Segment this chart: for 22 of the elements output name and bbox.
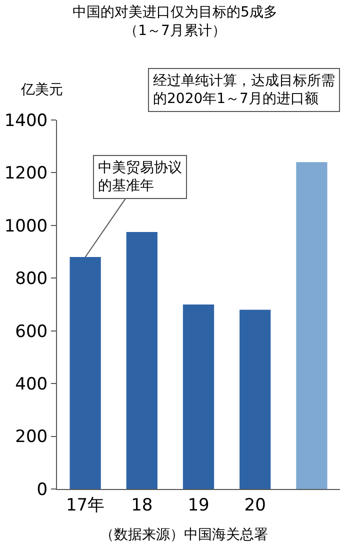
bar (240, 310, 271, 489)
chart-title: 中国的对美进口仅为目标的5成多（1～7月累计） (72, 4, 278, 39)
y-axis-title: 亿美元 (20, 82, 63, 98)
bar (126, 232, 158, 489)
bar (296, 162, 328, 489)
text: （数据来源）中国海关总署 (100, 527, 268, 543)
bar (70, 257, 101, 489)
bar (182, 304, 214, 489)
y-tick-label: 200 (15, 427, 48, 448)
x-tick-label: 19 (188, 495, 210, 516)
y-tick-label: 800 (15, 269, 48, 290)
y-tick-label: 1400 (4, 110, 48, 131)
y-tick-label: 1000 (4, 216, 48, 236)
y-tick-label: 0 (36, 480, 48, 500)
annotation: 中美贸易协议的基准年 (98, 160, 182, 194)
y-tick-label: 600 (15, 322, 48, 342)
y-tick-label: 1200 (4, 164, 48, 184)
y-tick-label: 400 (15, 374, 48, 395)
x-tick-label: 17年 (66, 495, 105, 516)
x-tick-label: 20 (244, 495, 266, 516)
text: 经过单纯计算，达成目标所需的2020年1～7月的进口额 (153, 73, 335, 108)
x-tick-label: 18 (131, 495, 153, 516)
